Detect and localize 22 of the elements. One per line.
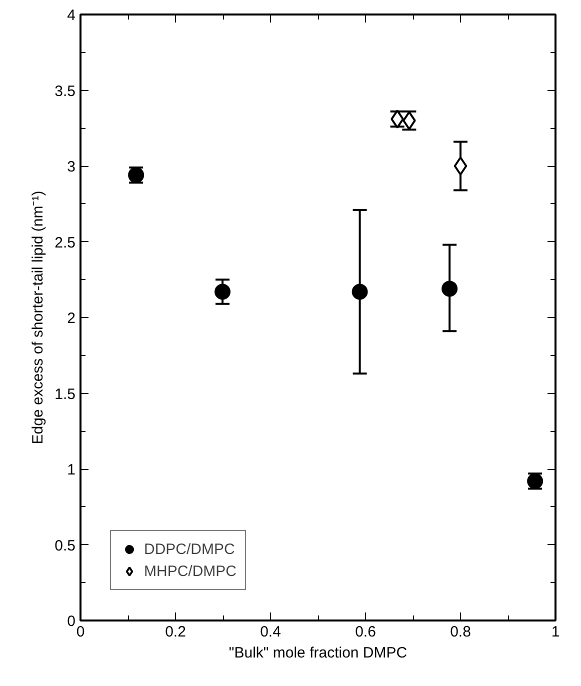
x-tick-label: 1 bbox=[551, 624, 560, 640]
legend-label: MHPC/DMPC bbox=[144, 562, 236, 580]
y-axis-title: Edge excess of shorter-tail lipid (nm⁻¹) bbox=[30, 190, 47, 444]
point bbox=[352, 284, 368, 300]
point bbox=[442, 280, 458, 297]
point bbox=[454, 156, 468, 176]
y-tick-label: 0 bbox=[67, 613, 76, 630]
legend-label: DDPC/DMPC bbox=[144, 540, 235, 558]
y-tick-label: 3 bbox=[67, 158, 76, 176]
x-tick-label: 0.8 bbox=[450, 624, 471, 640]
y-tick-label: 2.5 bbox=[54, 234, 76, 252]
y-tick-label: 3.5 bbox=[54, 82, 76, 100]
y-tick-label: 0.5 bbox=[54, 537, 76, 554]
x-tick-label: 0.6 bbox=[355, 624, 376, 640]
x-tick-label: 0.2 bbox=[165, 624, 186, 640]
y-tick-label: 1.5 bbox=[54, 386, 76, 403]
point bbox=[214, 284, 231, 300]
x-tick-label: 0.4 bbox=[260, 624, 281, 640]
y-tick-label: 4 bbox=[67, 7, 76, 24]
y-tick-label: 2 bbox=[67, 310, 76, 327]
x-axis-title: "Bulk" mole fraction DMPC bbox=[228, 644, 408, 662]
y-tick-label: 1 bbox=[67, 462, 76, 478]
